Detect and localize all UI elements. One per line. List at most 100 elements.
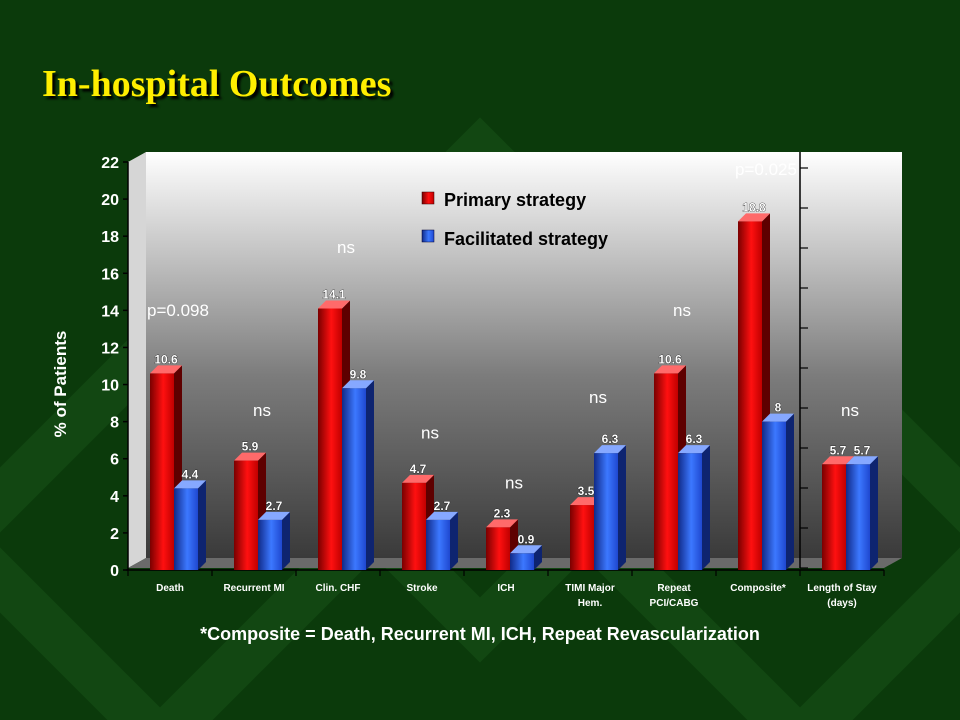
bar-top bbox=[342, 380, 374, 389]
secondary-axis-ticks bbox=[800, 167, 808, 569]
y-tick-label: 14 bbox=[101, 303, 119, 320]
legend-label-primary: Primary strategy bbox=[444, 190, 586, 210]
bar-front bbox=[654, 373, 678, 570]
bar-facilitated bbox=[846, 456, 878, 570]
bar-front bbox=[762, 421, 786, 570]
y-tick-label: 4 bbox=[110, 489, 119, 506]
legend-item-facilitated: Facilitated strategy bbox=[421, 229, 608, 249]
bar-side bbox=[786, 413, 794, 570]
x-tick-label: Repeat bbox=[657, 583, 691, 594]
bar-top bbox=[174, 480, 206, 489]
bar-side bbox=[534, 545, 542, 570]
bar-top bbox=[738, 213, 770, 222]
legend-swatch-primary bbox=[421, 191, 435, 205]
bar-facilitated bbox=[594, 445, 626, 570]
bar-facilitated bbox=[174, 480, 206, 570]
y-tick-label: 18 bbox=[101, 229, 119, 246]
significance-annotation: ns bbox=[337, 238, 355, 257]
x-tick-label: PCI/CABG bbox=[650, 598, 699, 609]
y-tick-label: 20 bbox=[101, 192, 119, 209]
bar-facilitated bbox=[510, 545, 542, 570]
data-label: 3.5 bbox=[578, 484, 595, 498]
bar-top bbox=[234, 452, 266, 461]
y-axis-label: % of Patients bbox=[51, 331, 70, 438]
bar-side bbox=[450, 511, 458, 570]
legend-swatch-facilitated bbox=[421, 229, 435, 243]
bar-top bbox=[318, 300, 350, 309]
data-label: 14.1 bbox=[322, 288, 346, 302]
bar-facilitated bbox=[258, 511, 290, 570]
data-label: 2.3 bbox=[494, 506, 511, 520]
data-label: 18.8 bbox=[742, 200, 766, 214]
significance-annotation: p=0.025 bbox=[735, 160, 797, 179]
bar-front bbox=[594, 453, 618, 570]
data-label: 4.4 bbox=[182, 467, 199, 481]
data-label: 4.7 bbox=[410, 462, 427, 476]
bar-top bbox=[150, 365, 182, 374]
data-label: 10.6 bbox=[658, 352, 682, 366]
x-tick-label: Length of Stay bbox=[807, 583, 877, 594]
chart: 0 2 4 6 8 10 12 14 16 18 20 22 % of Patients 10.6 4.… bbox=[51, 152, 902, 609]
significance-annotation: ns bbox=[589, 388, 607, 407]
x-tick-label: Death bbox=[156, 583, 184, 594]
bar-front bbox=[678, 453, 702, 570]
bar-front bbox=[570, 505, 594, 570]
bar-facilitated bbox=[678, 445, 710, 570]
significance-annotation: ns bbox=[421, 423, 439, 442]
bar-front bbox=[846, 464, 870, 570]
bar-front bbox=[738, 221, 762, 570]
data-label: 2.7 bbox=[434, 499, 451, 513]
bar-front bbox=[174, 488, 198, 570]
x-tick-label: ICH bbox=[497, 583, 514, 594]
bar-top bbox=[846, 456, 878, 465]
significance-annotation: ns bbox=[253, 401, 271, 420]
chart-side-wall bbox=[128, 152, 146, 568]
bar-side bbox=[618, 445, 626, 570]
bar-front bbox=[402, 482, 426, 570]
data-labels: 10.6 4.4 5.9 2.7 14.1 9.8 4.7 2.7 2.3 0.9 3.5 6.3 10… bbox=[154, 200, 871, 547]
bars bbox=[150, 213, 878, 570]
x-tick-label: Composite* bbox=[730, 583, 786, 594]
bar-front bbox=[234, 460, 258, 570]
bar-top bbox=[762, 413, 794, 422]
y-axis: 0 2 4 6 8 10 12 14 16 18 20 22 bbox=[101, 155, 128, 580]
y-tick-label: 16 bbox=[101, 266, 119, 283]
significance-annotation: ns bbox=[673, 301, 691, 320]
x-tick-label: Hem. bbox=[578, 598, 603, 609]
bar-top bbox=[654, 365, 686, 374]
bar-side bbox=[702, 445, 710, 570]
legend: Primary strategy Facilitated strategy bbox=[421, 190, 608, 249]
bar-top bbox=[510, 545, 542, 554]
data-label: 6.3 bbox=[686, 432, 703, 446]
legend-label-facilitated: Facilitated strategy bbox=[444, 229, 608, 249]
page-title: In-hospital Outcomes bbox=[42, 63, 392, 105]
bar-front bbox=[342, 388, 366, 570]
bar-front bbox=[426, 519, 450, 570]
data-label: 6.3 bbox=[602, 432, 619, 446]
bar-top bbox=[594, 445, 626, 454]
x-tick-label: Recurrent MI bbox=[223, 583, 284, 594]
data-label: 5.7 bbox=[830, 443, 847, 457]
y-tick-label: 22 bbox=[101, 155, 119, 172]
bar-top bbox=[426, 511, 458, 520]
bar-facilitated bbox=[762, 413, 794, 570]
bar-front bbox=[510, 553, 534, 570]
footnote: *Composite = Death, Recurrent MI, ICH, R… bbox=[200, 624, 760, 644]
x-tick-label: (days) bbox=[827, 598, 856, 609]
x-axis: Death Recurrent MI Clin. CHF Stroke ICH TIMI … bbox=[127, 570, 885, 609]
bar-top bbox=[678, 445, 710, 454]
data-label: 10.6 bbox=[154, 352, 178, 366]
bar-front bbox=[822, 464, 846, 570]
bar-side bbox=[282, 511, 290, 570]
y-tick-label: 6 bbox=[110, 452, 119, 469]
bar-side bbox=[198, 480, 206, 570]
bar-facilitated bbox=[342, 380, 374, 570]
data-label: 9.8 bbox=[350, 367, 367, 381]
data-label: 0.9 bbox=[518, 532, 535, 546]
y-tick-label: 12 bbox=[101, 340, 119, 357]
x-tick-label: Stroke bbox=[406, 583, 438, 594]
significance-annotation: ns bbox=[505, 473, 523, 492]
bar-side bbox=[870, 456, 878, 570]
significance-annotation: p=0.098 bbox=[147, 301, 209, 320]
legend-item-primary: Primary strategy bbox=[421, 190, 586, 210]
